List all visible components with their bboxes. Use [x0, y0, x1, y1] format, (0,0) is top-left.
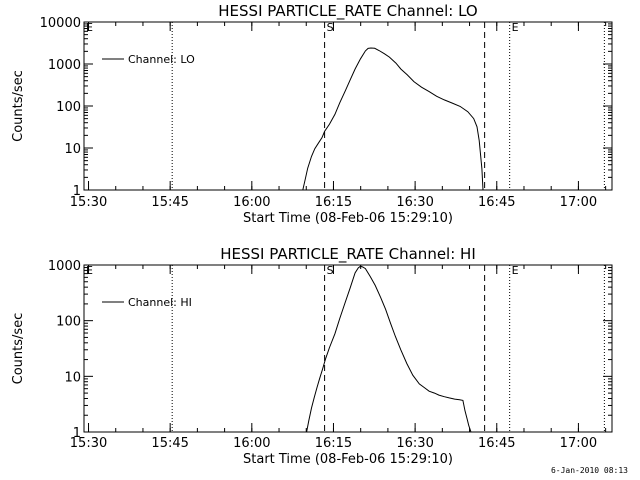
x-tick-label: 15:30 [70, 195, 107, 210]
y-tick-label: 1000 [48, 58, 81, 73]
y-tick-label: 1 [73, 184, 81, 199]
y-axis-label: Counts/sec [11, 70, 26, 142]
x-tick-label: 16:45 [478, 195, 515, 210]
legend-label: Channel: HI [128, 296, 192, 309]
x-tick-label: 16:15 [315, 436, 352, 451]
x-tick-label: 16:45 [478, 436, 515, 451]
y-axis-label: Counts/sec [11, 313, 26, 385]
event-marker-label: E [86, 21, 93, 34]
footer-timestamp: 6-Jan-2010 08:13 [550, 466, 628, 475]
y-tick-label: 10 [64, 370, 81, 385]
event-marker-label: S [327, 21, 334, 34]
x-tick-label: 15:45 [151, 195, 188, 210]
y-tick-label: 10 [64, 142, 81, 157]
x-tick-label: 16:30 [396, 436, 433, 451]
x-tick-label: 15:45 [151, 436, 188, 451]
x-tick-label: 16:00 [233, 436, 270, 451]
chart-title: HESSI PARTICLE_RATE Channel: LO [218, 2, 477, 21]
plot-frame [83, 21, 613, 191]
y-tick-label: 100 [56, 315, 81, 330]
event-marker-label: S [327, 264, 334, 277]
event-marker-label: E [512, 264, 519, 277]
x-tick-label: 16:15 [315, 195, 352, 210]
series-line-0 [302, 47, 484, 191]
y-tick-label: 100 [56, 100, 81, 115]
legend-label: Channel: LO [128, 53, 195, 66]
x-tick-label: 17:00 [560, 436, 597, 451]
x-tick-label: 16:00 [233, 195, 270, 210]
x-tick-label: 16:30 [396, 195, 433, 210]
series-line-0 [306, 265, 472, 433]
chart-panel-1: HESSI PARTICLE_RATE Channel: HIE S E15:30 1… [11, 245, 613, 467]
chart-panel-0: HESSI PARTICLE_RATE Channel: LOE S E15:30 1… [11, 2, 613, 226]
x-tick-label: 15:30 [70, 436, 107, 451]
y-tick-label: 1000 [48, 259, 81, 274]
x-axis-label: Start Time (08-Feb-06 15:29:10) [243, 452, 453, 467]
y-tick-label: 1 [73, 426, 81, 441]
event-marker-label: E [86, 264, 93, 277]
y-tick-label: 10000 [40, 16, 81, 31]
plot-frame [83, 264, 613, 433]
chart-title: HESSI PARTICLE_RATE Channel: HI [220, 245, 476, 264]
x-tick-label: 17:00 [560, 195, 597, 210]
x-axis-label: Start Time (08-Feb-06 15:29:10) [243, 211, 453, 226]
event-marker-label: E [512, 21, 519, 34]
